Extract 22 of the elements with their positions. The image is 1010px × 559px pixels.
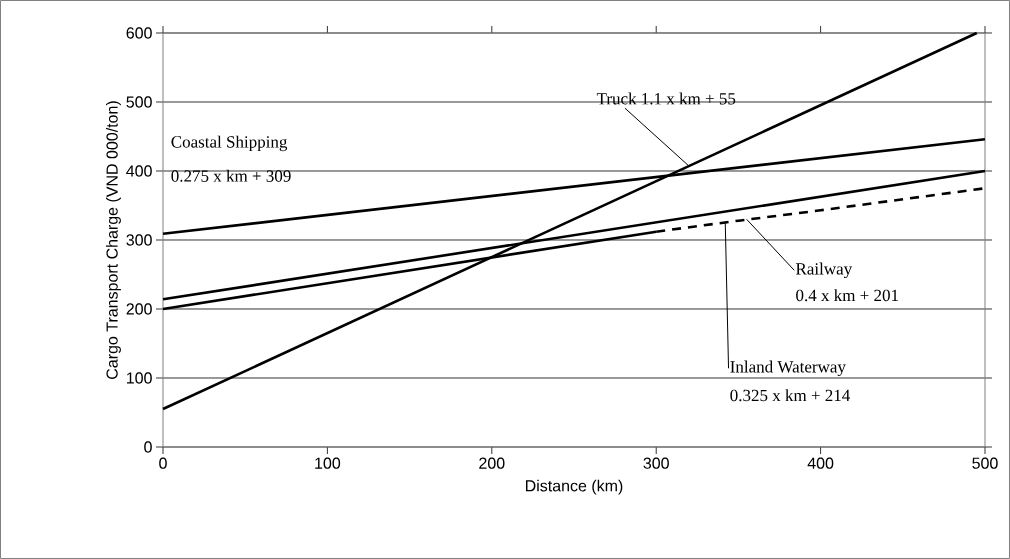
x-tick-label: 300 [643,457,669,469]
x-tick-label: 400 [807,457,834,469]
y-tick-label: 600 [126,27,152,39]
x-axis-title: Distance (km) [525,479,623,495]
y-tick-label: 300 [126,234,152,246]
annotation: Coastal Shipping [171,135,288,152]
y-tick-label: 200 [126,303,152,315]
x-tick-label: 200 [479,457,505,469]
y-tick-label: 0 [144,441,152,453]
annotation: 0.275 x km + 309 [171,169,291,182]
x-tick-label: 500 [972,457,998,469]
y-tick-label: 500 [126,96,152,108]
annotation: Truck 1.1 x km + 55 [596,92,736,105]
y-axis-title: Cargo Transport Charge (VND 000/ton) [106,101,121,379]
y-tick-label: 100 [127,372,152,384]
annotation: 0.325 x km + 214 [730,389,851,402]
x-tick-label: 100 [315,457,341,469]
annotation: 0.4 x km + 201 [796,289,899,302]
x-tick-label: 0 [159,457,167,469]
annotation: Railway [795,262,853,279]
annotation: Inland Waterway [730,360,846,377]
y-tick-label: 400 [126,165,152,177]
